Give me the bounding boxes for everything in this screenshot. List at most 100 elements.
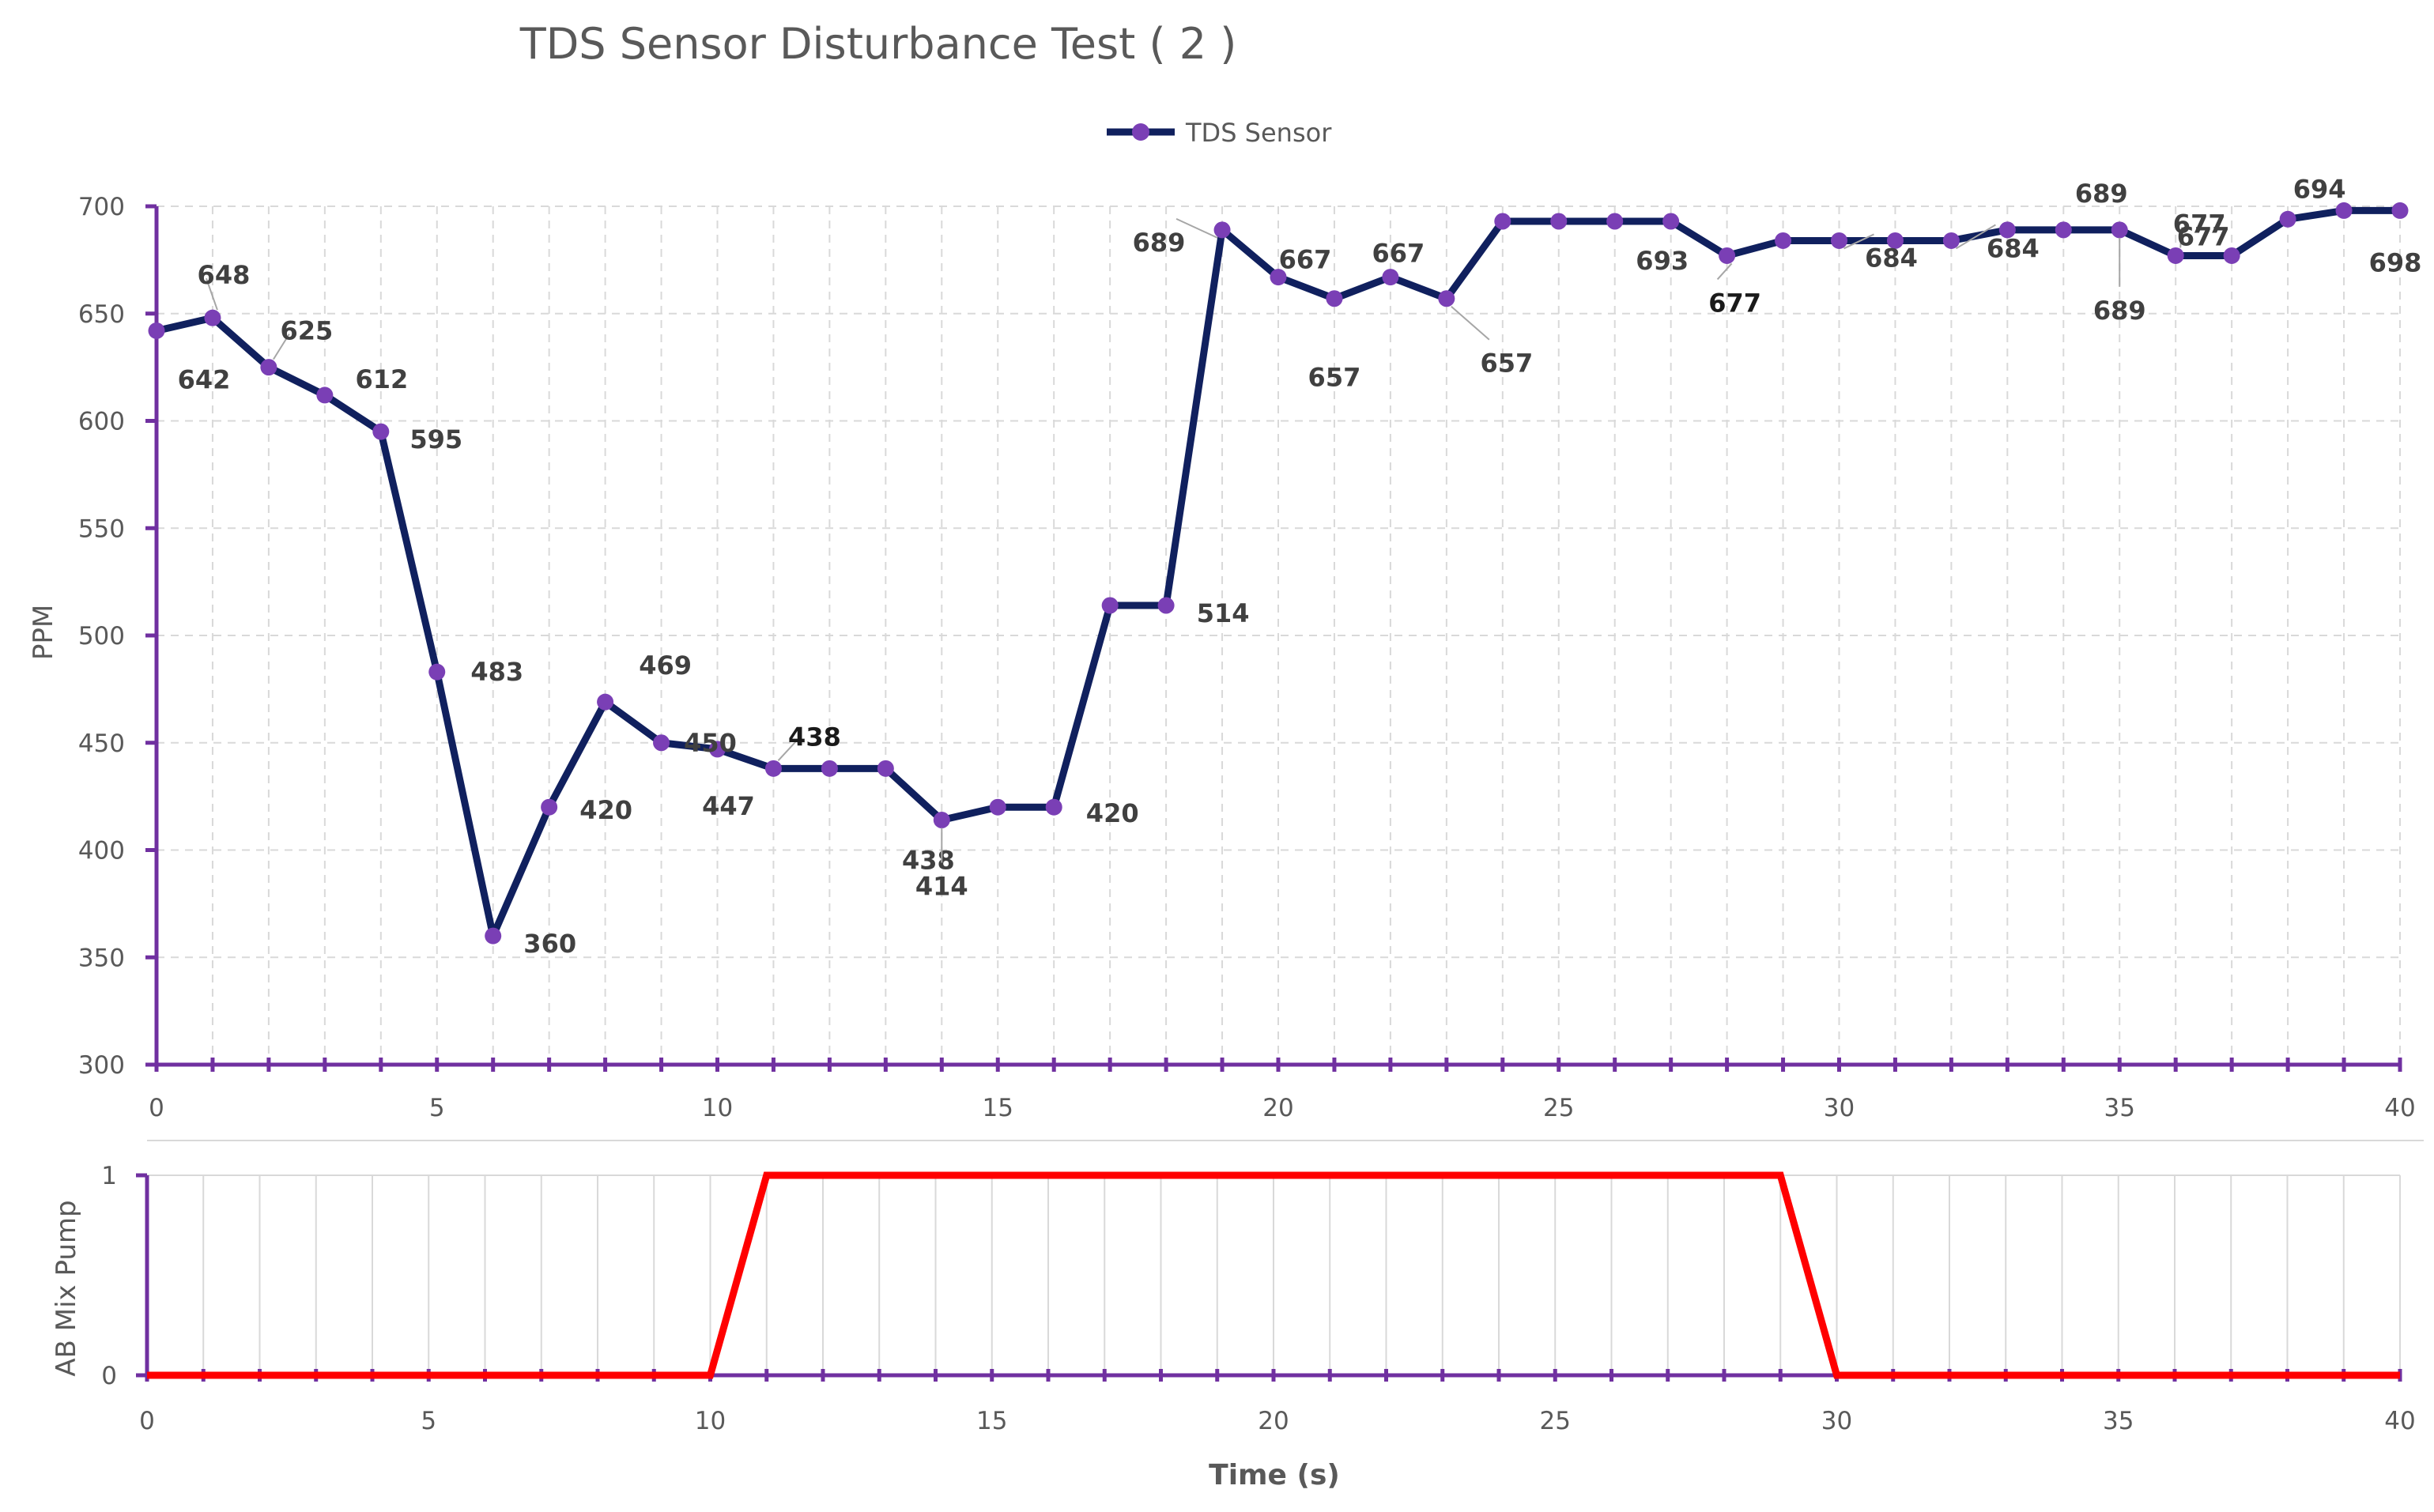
tds-sensor-point bbox=[1662, 213, 1680, 230]
data-label-leader bbox=[1716, 262, 1733, 281]
tds-sensor-point bbox=[1942, 232, 1960, 249]
tds-data-label: 667 bbox=[1372, 239, 1425, 269]
tds-chart: 300 350 400 450 500 550 600 650 700 0 5 10 15 20 25 30 3… bbox=[78, 174, 2422, 1122]
tds-sensor-point bbox=[709, 741, 726, 758]
legend-label-tds-sensor: TDS Sensor bbox=[1185, 118, 1332, 148]
pump-x-tick-label: 15 bbox=[976, 1407, 1007, 1435]
tds-sensor-point bbox=[2055, 221, 2072, 239]
pump-y-tick-label: 1 bbox=[101, 1162, 117, 1190]
pump-x-tick-label: 35 bbox=[2103, 1407, 2134, 1435]
tds-sensor-point bbox=[933, 811, 950, 828]
tds-sensor-point bbox=[1157, 597, 1175, 614]
tds-data-label: 667 bbox=[1279, 245, 1332, 275]
pump-x-tick-label: 10 bbox=[695, 1407, 726, 1435]
tds-data-label: 677 bbox=[2177, 221, 2230, 251]
tds-sensor-point bbox=[1998, 221, 2016, 239]
data-label-leader bbox=[206, 277, 218, 311]
tds-x-tick-label: 30 bbox=[1824, 1094, 1855, 1122]
tds-y-tick-label: 700 bbox=[78, 193, 125, 221]
data-label-leader bbox=[1843, 233, 1874, 250]
legend-marker bbox=[1132, 123, 1149, 141]
tds-data-label: 684 bbox=[1865, 243, 1918, 273]
data-label-leader bbox=[1955, 224, 1996, 250]
tds-data-label: 677 bbox=[1708, 288, 1761, 318]
tds-y-tick-label: 450 bbox=[78, 730, 125, 758]
tds-sensor-point bbox=[1775, 232, 1792, 249]
tds-sensor-point bbox=[1831, 232, 1847, 249]
tds-x-tick-label: 25 bbox=[1543, 1094, 1574, 1122]
tds-x-tick-label: 15 bbox=[983, 1094, 1013, 1122]
tds-data-label: 360 bbox=[523, 929, 576, 959]
tds-sensor-series-line bbox=[153, 206, 2404, 940]
data-label-leader bbox=[777, 739, 798, 762]
tds-y-tick-label: 500 bbox=[78, 622, 125, 650]
tds-data-label: 414 bbox=[915, 871, 968, 901]
tds-y-tick-label: 400 bbox=[78, 837, 125, 865]
pump-x-tick-label: 30 bbox=[1821, 1407, 1852, 1435]
tds-y-tick-label: 550 bbox=[78, 515, 125, 543]
tds-sensor-point bbox=[821, 760, 838, 777]
tds-x-tick-label: 40 bbox=[2384, 1094, 2415, 1122]
data-label-leader bbox=[2179, 227, 2183, 248]
tds-sensor-point bbox=[989, 798, 1006, 816]
tds-sensor-point bbox=[541, 798, 558, 816]
tds-sensor-point bbox=[2335, 202, 2353, 219]
tds-data-label: 438 bbox=[902, 845, 955, 875]
tds-sensor-point bbox=[204, 309, 221, 326]
tds-sensor-point bbox=[2279, 210, 2296, 228]
tds-sensor-point bbox=[1045, 798, 1062, 816]
tds-x-tick-label: 0 bbox=[149, 1094, 164, 1122]
tds-sensor-point bbox=[653, 734, 670, 752]
tds-sensor-point bbox=[764, 760, 782, 777]
tds-sensor-point bbox=[485, 927, 502, 945]
tds-y-tick-label: 350 bbox=[78, 944, 125, 972]
pump-x-tick-label: 40 bbox=[2384, 1407, 2415, 1435]
pump-x-tick-label: 5 bbox=[421, 1407, 436, 1435]
tds-sensor-point bbox=[1719, 247, 1736, 264]
tds-sensor-point bbox=[1382, 269, 1399, 286]
tds-sensor-point bbox=[1550, 213, 1568, 230]
tds-data-label: 514 bbox=[1197, 598, 1250, 628]
tds-sensor-point bbox=[2223, 247, 2240, 264]
tds-y-tick-label: 600 bbox=[78, 408, 125, 436]
tds-y-tick-label: 650 bbox=[78, 300, 125, 329]
tds-y-tick-label: 300 bbox=[78, 1051, 125, 1080]
pump-x-tick-label: 0 bbox=[139, 1407, 155, 1435]
tds-sensor-point bbox=[1438, 290, 1455, 307]
tds-data-label: 694 bbox=[2293, 174, 2346, 204]
data-label-leader bbox=[1451, 305, 1490, 341]
tds-data-label: 689 bbox=[1133, 228, 1186, 258]
tds-x-tick-label: 35 bbox=[2104, 1094, 2135, 1122]
tds-data-label: 483 bbox=[470, 657, 523, 687]
tds-data-label: 450 bbox=[684, 728, 737, 758]
tds-sensor-point bbox=[260, 359, 277, 376]
tds-data-label: 625 bbox=[281, 316, 334, 346]
tds-sensor-point bbox=[1494, 213, 1511, 230]
tds-data-label: 689 bbox=[2093, 296, 2146, 326]
tds-data-label: 595 bbox=[409, 424, 462, 454]
pump-x-tick-label: 25 bbox=[1540, 1407, 1571, 1435]
tds-sensor-point bbox=[2391, 202, 2409, 219]
tds-sensor-point bbox=[372, 423, 390, 440]
tds-data-label: 657 bbox=[1480, 349, 1533, 379]
tds-sensor-point bbox=[316, 386, 334, 404]
tds-sensor-point bbox=[1101, 597, 1119, 614]
tds-x-tick-label: 20 bbox=[1262, 1094, 1293, 1122]
tds-sensor-point bbox=[428, 663, 446, 681]
tds-data-label: 447 bbox=[702, 791, 755, 821]
tds-sensor-point bbox=[1886, 232, 1904, 249]
tds-x-tick-label: 5 bbox=[429, 1094, 445, 1122]
tds-sensor-point bbox=[2167, 247, 2184, 264]
legend: TDS Sensor bbox=[1107, 118, 1332, 148]
tds-sensor-point bbox=[597, 693, 614, 711]
tds-y-axis-title: PPM bbox=[28, 605, 59, 660]
tds-data-label: 698 bbox=[2369, 247, 2422, 277]
pump-chart: 010 5 10 15 20 25 30 35 40 bbox=[101, 1140, 2424, 1435]
tds-data-label: 438 bbox=[788, 722, 841, 752]
chart-title: TDS Sensor Disturbance Test ( 2 ) bbox=[519, 19, 1237, 69]
data-label-leader bbox=[273, 334, 290, 360]
tds-x-tick-label: 10 bbox=[702, 1094, 733, 1122]
pump-y-axis-title: AB Mix Pump bbox=[51, 1200, 82, 1376]
